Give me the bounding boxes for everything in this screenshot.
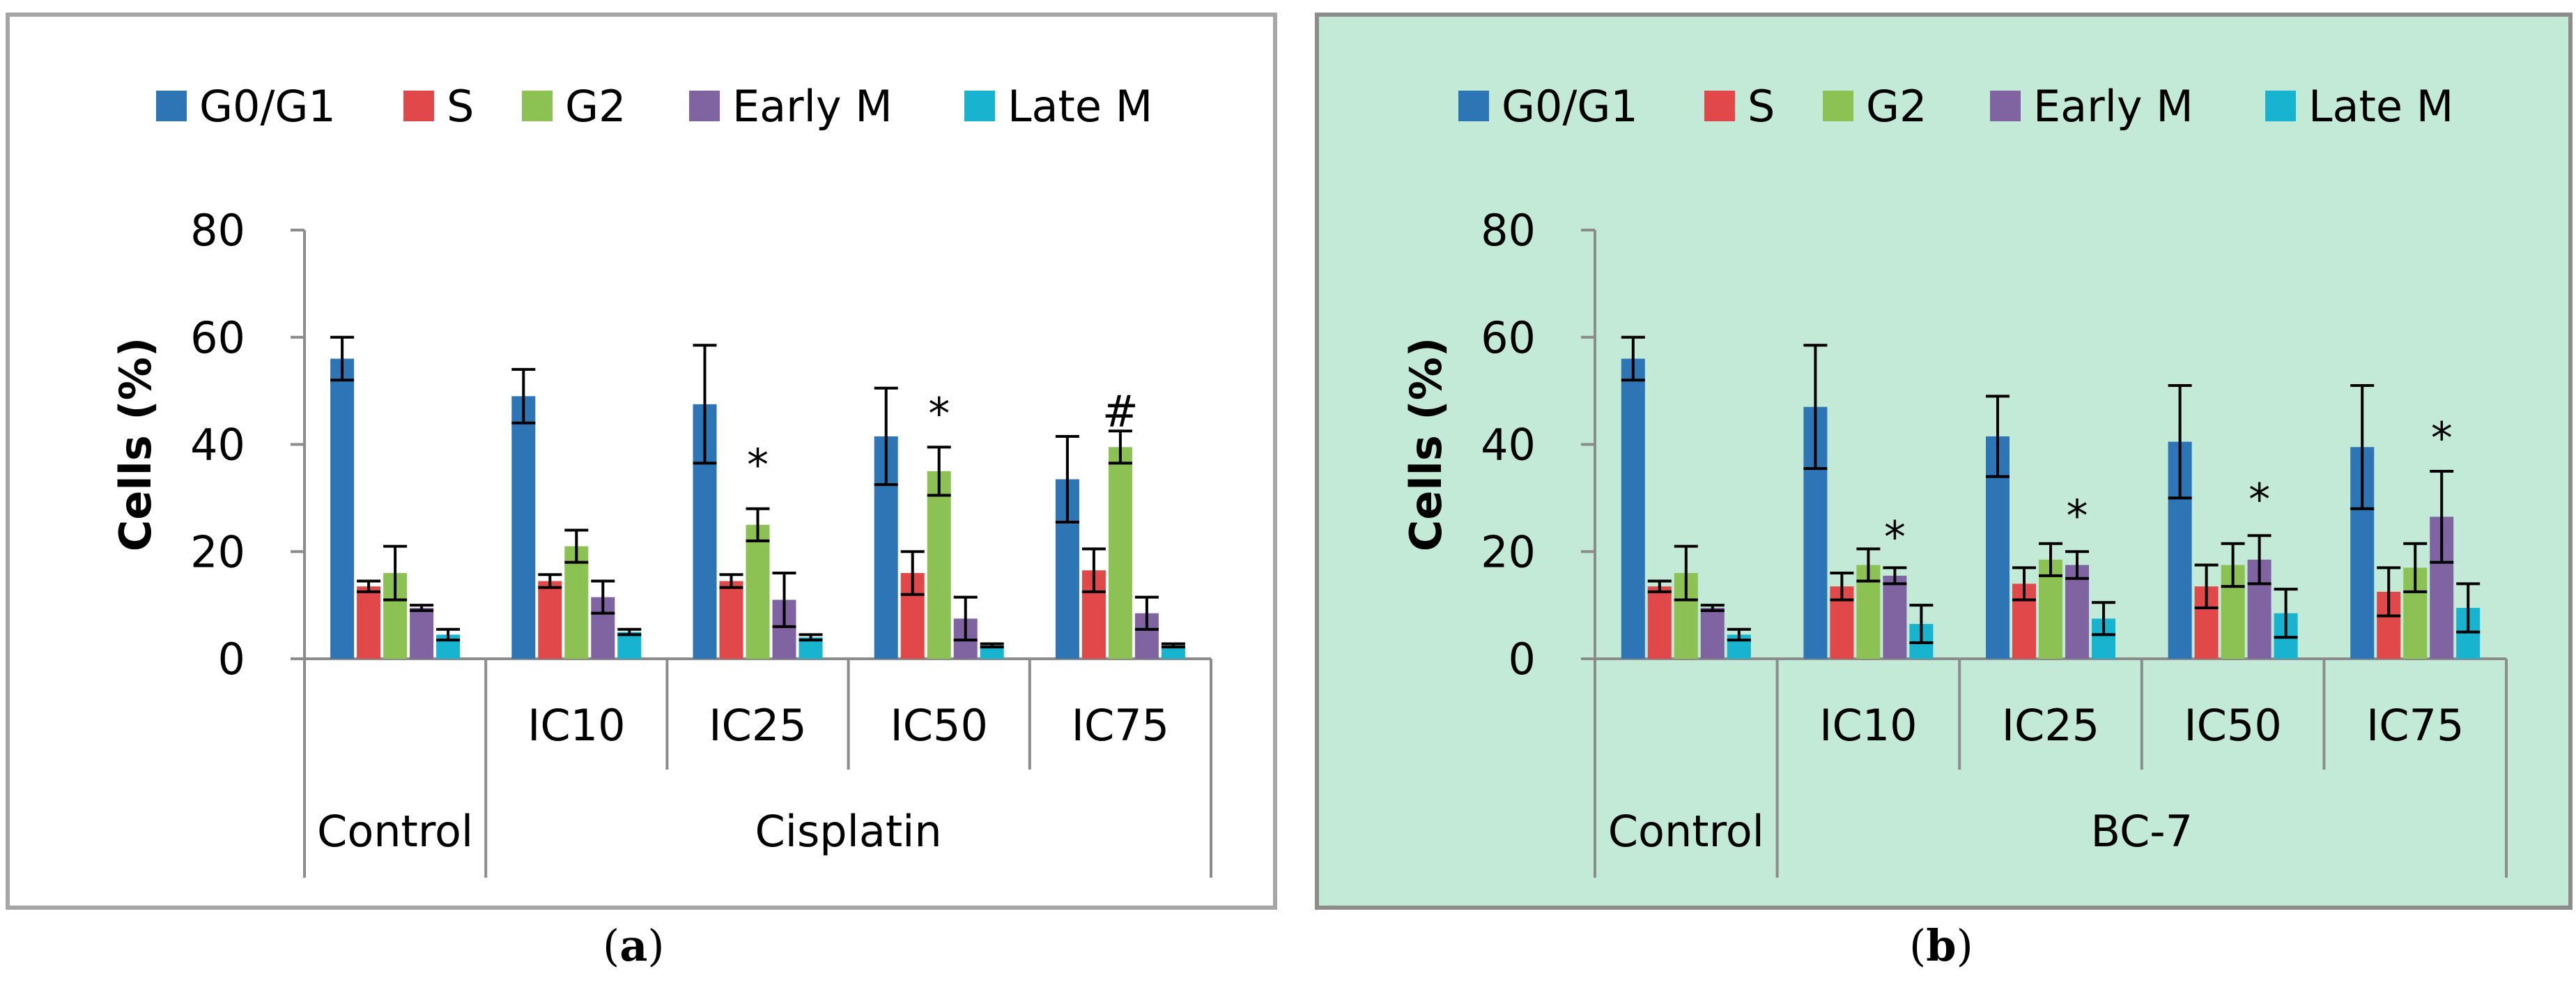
y-axis-label: Cells (%) — [110, 337, 161, 551]
y-axis-label: Cells (%) — [1401, 337, 1451, 551]
bar-g2-1 — [564, 546, 589, 659]
bar-g2-2 — [746, 524, 770, 659]
y-tick-label: 0 — [1509, 634, 1536, 685]
bar-s-0 — [1647, 586, 1672, 659]
legend-swatch-4 — [2265, 91, 2296, 121]
significance-marker: * — [2249, 474, 2270, 525]
category-label: IC25 — [2002, 700, 2099, 751]
significance-marker: # — [1102, 386, 1139, 436]
bar-s-1 — [538, 581, 562, 659]
legend-label-3: Early M — [2033, 81, 2193, 132]
legend-label-4: Late M — [2308, 81, 2453, 132]
legend-swatch-2 — [1823, 91, 1853, 121]
bar-late-m-3 — [980, 645, 1004, 659]
bar-early-m-0 — [1700, 607, 1725, 659]
legend-swatch-0 — [1458, 91, 1489, 121]
y-tick-label: 20 — [1481, 526, 1536, 577]
bar-early-m-1 — [1883, 575, 1907, 659]
significance-marker: * — [747, 439, 769, 490]
bar-g0-g1-1 — [511, 396, 536, 659]
caption-a: (a) — [603, 920, 665, 971]
significance-marker: * — [2067, 490, 2088, 541]
legend-swatch-2 — [522, 91, 553, 121]
y-tick-label: 60 — [190, 312, 245, 363]
bar-g0-g1-0 — [330, 358, 355, 659]
category-label: IC50 — [2184, 700, 2281, 751]
chart-panel-b: G0/G1 S G2 Early M Late M 0 20 40 60 80 Cells (%) I… — [1315, 13, 2573, 910]
legend-label-0: G0/G1 — [1502, 81, 1638, 132]
legend-swatch-3 — [1990, 91, 2021, 121]
group-label: Control — [1608, 806, 1764, 857]
y-tick-label: 40 — [1481, 420, 1536, 471]
group-label: Cisplatin — [755, 806, 941, 857]
legend-swatch-1 — [1704, 91, 1735, 121]
significance-marker: * — [928, 388, 950, 439]
category-label: IC50 — [890, 700, 987, 751]
chart-b: G0/G1 S G2 Early M Late M 0 20 40 60 80 Cells (%) I… — [1401, 81, 2508, 878]
legend-label-1: S — [447, 81, 474, 132]
category-label: IC10 — [1819, 700, 1917, 751]
bar-early-m-0 — [410, 607, 434, 659]
chart-a: G0/G1 S G2 Early M Late M 0 20 40 60 80 Cells (%) I… — [110, 81, 1212, 878]
category-label: IC25 — [709, 700, 806, 751]
legend-label-1: S — [1748, 81, 1775, 132]
category-label: IC10 — [527, 700, 625, 751]
bar-s-2 — [719, 581, 743, 659]
bar-g0-g1-0 — [1621, 358, 1645, 659]
significance-marker: * — [1884, 512, 1906, 563]
legend-swatch-0 — [156, 91, 187, 121]
bar-g2-3 — [927, 471, 951, 659]
bar-early-m-2 — [2065, 565, 2089, 659]
caption-b: (b) — [1909, 920, 1973, 971]
y-tick-label: 80 — [1481, 205, 1536, 256]
bar-g2-4 — [1108, 447, 1132, 659]
bar-s-0 — [357, 586, 381, 659]
legend-label-2: G2 — [1866, 81, 1927, 132]
legend-label-2: G2 — [565, 81, 626, 132]
significance-marker: * — [2431, 413, 2453, 464]
y-tick-label: 0 — [218, 634, 245, 685]
y-tick-label: 80 — [190, 205, 245, 256]
legend-swatch-1 — [403, 91, 434, 121]
y-tick-label: 60 — [1481, 312, 1536, 363]
group-label: Control — [317, 806, 473, 857]
group-label: BC-7 — [2091, 806, 2193, 857]
chart-panel-a: G0/G1 S G2 Early M Late M 0 20 40 60 80 Cells (%) I… — [6, 13, 1277, 910]
y-tick-label: 20 — [190, 526, 245, 577]
category-label: IC75 — [1072, 700, 1169, 751]
legend-swatch-3 — [689, 91, 720, 121]
bar-late-m-4 — [1161, 645, 1185, 659]
legend-label-4: Late M — [1008, 81, 1152, 132]
legend-label-3: Early M — [732, 81, 893, 132]
bar-late-m-1 — [617, 632, 642, 659]
legend-label-0: G0/G1 — [199, 81, 336, 132]
y-tick-label: 40 — [190, 420, 245, 471]
legend-swatch-4 — [964, 91, 995, 121]
category-label: IC75 — [2366, 700, 2464, 751]
